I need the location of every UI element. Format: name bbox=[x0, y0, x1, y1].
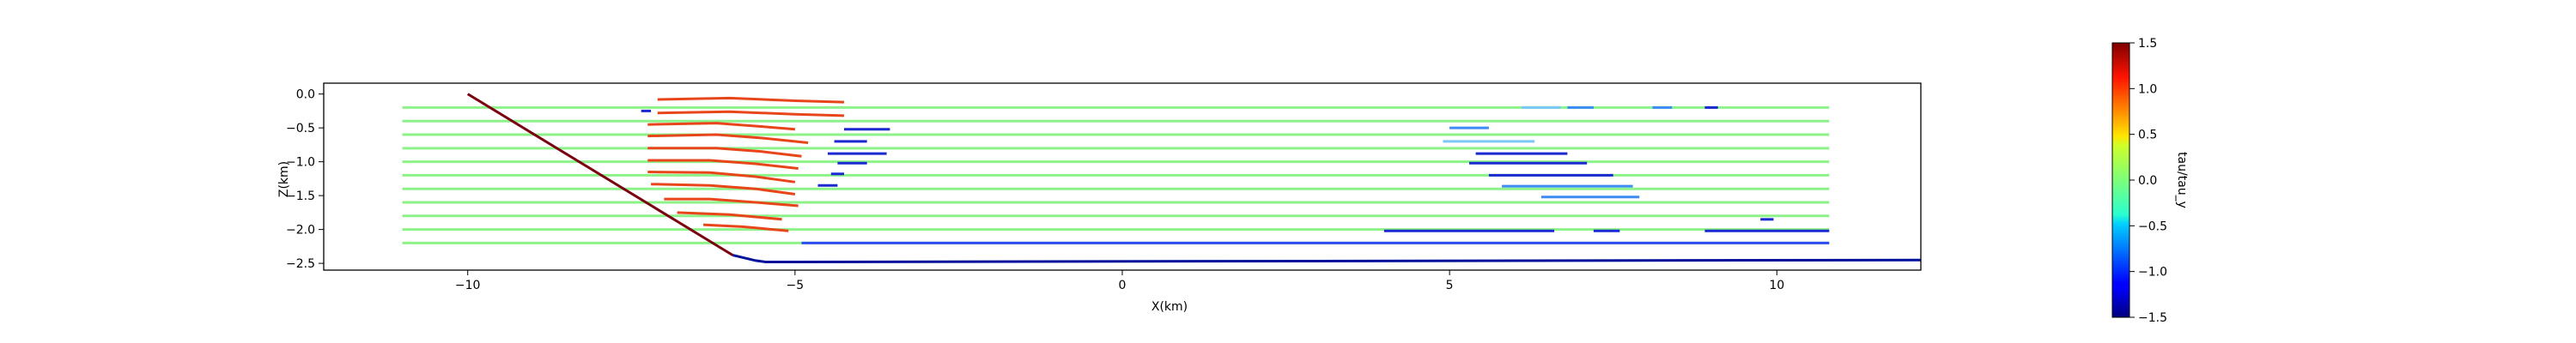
colorbar-tick-label: −0.5 bbox=[2138, 220, 2167, 233]
x-tick-label: 10 bbox=[1769, 279, 1784, 292]
fault-line bbox=[466, 93, 734, 256]
fold-4 bbox=[647, 147, 802, 158]
plot-area bbox=[402, 93, 1921, 263]
x-tick-label: 0 bbox=[1119, 279, 1127, 292]
fold-1 bbox=[657, 110, 845, 117]
y-axis: 0.0 −0.5 −1.0 −1.5 −2.0 −2.5 bbox=[286, 88, 324, 271]
y-tick-label: −1.0 bbox=[286, 156, 315, 170]
colorbar-tick-label: −1.5 bbox=[2138, 311, 2167, 325]
fold-7 bbox=[651, 183, 796, 196]
x-tick-label: −5 bbox=[787, 279, 805, 292]
fold-10 bbox=[703, 223, 789, 232]
colorbar-gradient bbox=[2111, 42, 2130, 318]
fold-2 bbox=[647, 122, 796, 131]
colorbar-tick-label: 0.5 bbox=[2138, 129, 2157, 142]
y-tick-label: −0.5 bbox=[286, 122, 315, 135]
colorbar-tick-label: −1.0 bbox=[2138, 266, 2167, 280]
x-axis-label: X(km) bbox=[1151, 300, 1188, 314]
colorbar: 1.5 1.0 0.5 0.0 −0.5 −1.0 −1.5 tau/tau_y bbox=[2111, 37, 2189, 325]
y-tick-label: −2.0 bbox=[286, 224, 315, 238]
fold-8 bbox=[664, 197, 799, 208]
y-tick-label: −1.5 bbox=[286, 190, 315, 203]
y-tick-label: −2.5 bbox=[286, 257, 315, 271]
fold-6 bbox=[647, 171, 796, 184]
basement-line bbox=[732, 254, 1921, 263]
colorbar-ticks: 1.5 1.0 0.5 0.0 −0.5 −1.0 −1.5 bbox=[2129, 37, 2167, 325]
fold-0 bbox=[657, 96, 845, 104]
x-tick-label: −10 bbox=[455, 279, 481, 292]
fold-9 bbox=[677, 211, 782, 221]
x-tick-label: 5 bbox=[1446, 279, 1454, 292]
colorbar-tick-label: 0.0 bbox=[2138, 174, 2157, 188]
fold-3 bbox=[647, 133, 809, 144]
colorbar-tick-label: 1.5 bbox=[2138, 37, 2157, 51]
y-axis-label: Z(km) bbox=[277, 161, 291, 197]
y-tick-label: 0.0 bbox=[296, 88, 315, 102]
fold-5 bbox=[647, 159, 799, 170]
colorbar-tick-label: 1.0 bbox=[2138, 82, 2157, 96]
x-axis: −10 −5 0 5 10 bbox=[455, 270, 1784, 292]
colorbar-label: tau/tau_y bbox=[2175, 152, 2189, 208]
